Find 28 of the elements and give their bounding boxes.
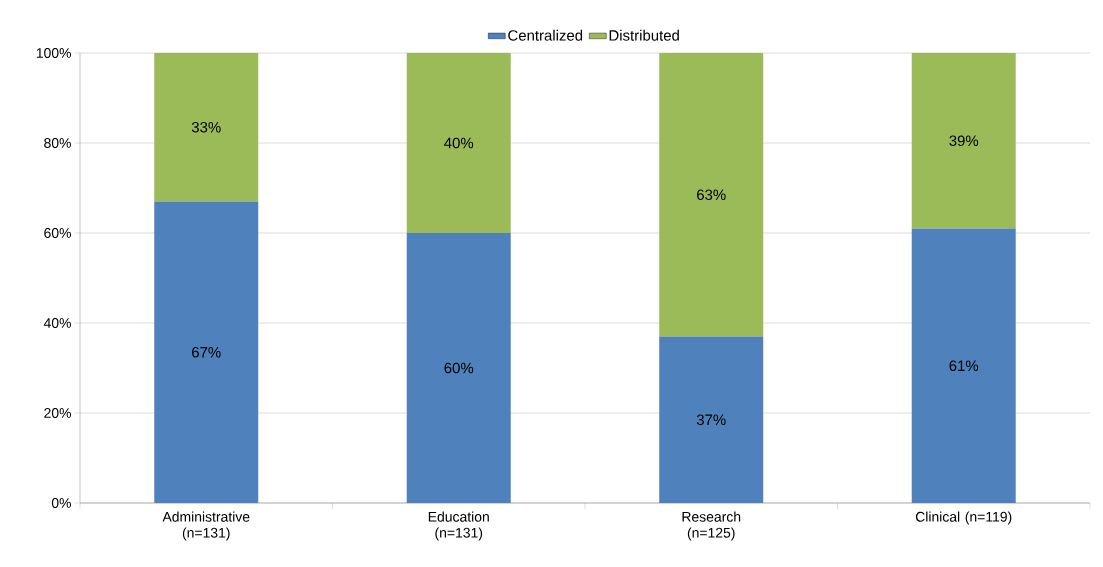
- legend-label: Distributed: [609, 29, 679, 41]
- bar: [406, 233, 511, 503]
- y-tick-label: 20%: [44, 408, 71, 418]
- data-label: 39%: [949, 135, 979, 147]
- x-tick-label: Clinical (n=119): [915, 511, 1012, 525]
- data-label: 37%: [696, 414, 726, 426]
- data-label: 60%: [444, 362, 474, 374]
- data-label: 40%: [444, 137, 474, 149]
- bar: [911, 53, 1016, 229]
- bar: [154, 53, 259, 202]
- bar: [659, 336, 764, 503]
- bar: [659, 53, 764, 337]
- y-tick-label: 80%: [44, 138, 71, 148]
- x-tick-label: Administrative (n=131): [162, 511, 250, 541]
- y-tick-label: 100%: [36, 48, 71, 58]
- x-tick-label: Education (n=131): [428, 511, 489, 541]
- data-label: 61%: [949, 360, 979, 372]
- y-tick-label: 40%: [43, 318, 71, 328]
- data-label: 33%: [191, 121, 221, 133]
- bar: [911, 228, 1016, 503]
- y-tick-label: 0%: [51, 498, 71, 508]
- y-tick-label: 60%: [44, 228, 71, 238]
- bar: [406, 53, 511, 233]
- legend-label: Centralized: [508, 29, 583, 41]
- data-label: 63%: [697, 189, 726, 201]
- data-label: 67%: [192, 346, 221, 358]
- x-tick-label: Research (n=125): [682, 511, 741, 541]
- bar: [154, 201, 259, 503]
